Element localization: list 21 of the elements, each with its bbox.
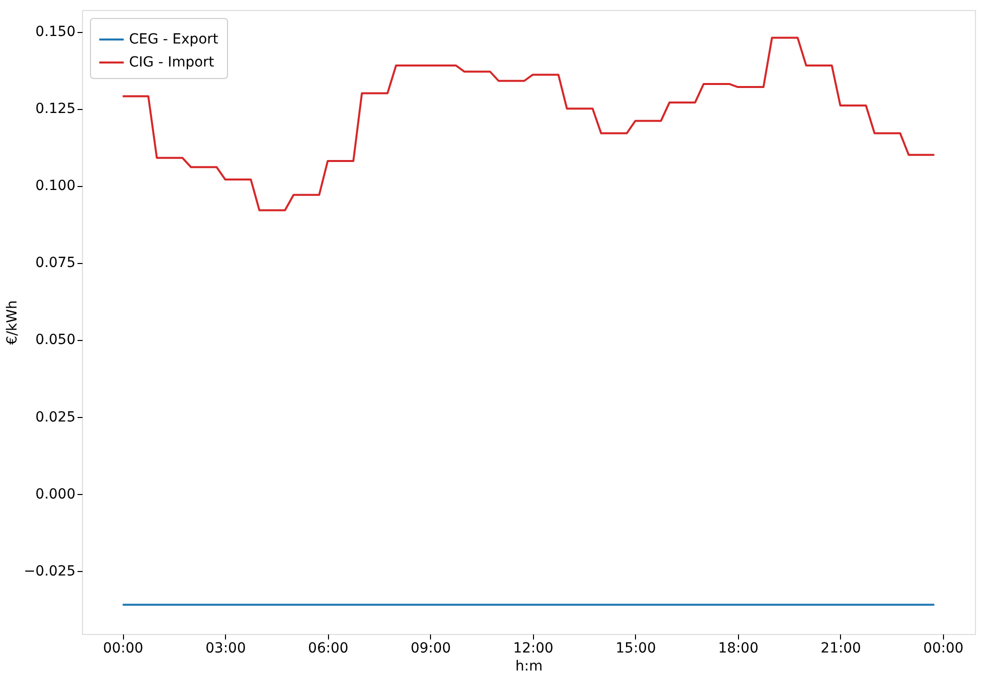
x-tick-label: 03:00 bbox=[206, 640, 246, 656]
x-tick-label: 09:00 bbox=[410, 640, 451, 656]
legend-label: CEG - Export bbox=[129, 32, 219, 48]
x-tick-label: 12:00 bbox=[513, 640, 554, 656]
y-tick-label: 0.025 bbox=[35, 409, 76, 426]
x-tick-label: 21:00 bbox=[820, 640, 862, 656]
x-axis-title: h:m bbox=[515, 658, 543, 674]
y-tick-label: 0.100 bbox=[35, 178, 76, 194]
x-tick-label: 00:00 bbox=[923, 640, 964, 656]
y-tick-label: 0.050 bbox=[35, 332, 76, 348]
x-tick-label: 15:00 bbox=[616, 640, 656, 656]
x-tick-label: 00:00 bbox=[102, 640, 144, 656]
x-tick-label: 18:00 bbox=[718, 640, 759, 656]
y-axis-title: €/kWh bbox=[4, 300, 21, 345]
y-tick-label: 0.000 bbox=[35, 486, 76, 502]
x-tick-label: 06:00 bbox=[308, 640, 348, 656]
y-tick-label: 0.150 bbox=[35, 24, 76, 40]
y-tick-label: 0.075 bbox=[35, 255, 76, 272]
y-tick-label: 0.125 bbox=[35, 101, 76, 118]
legend-label: CIG - Import bbox=[129, 54, 215, 70]
y-tick-label: −0.025 bbox=[24, 563, 76, 580]
